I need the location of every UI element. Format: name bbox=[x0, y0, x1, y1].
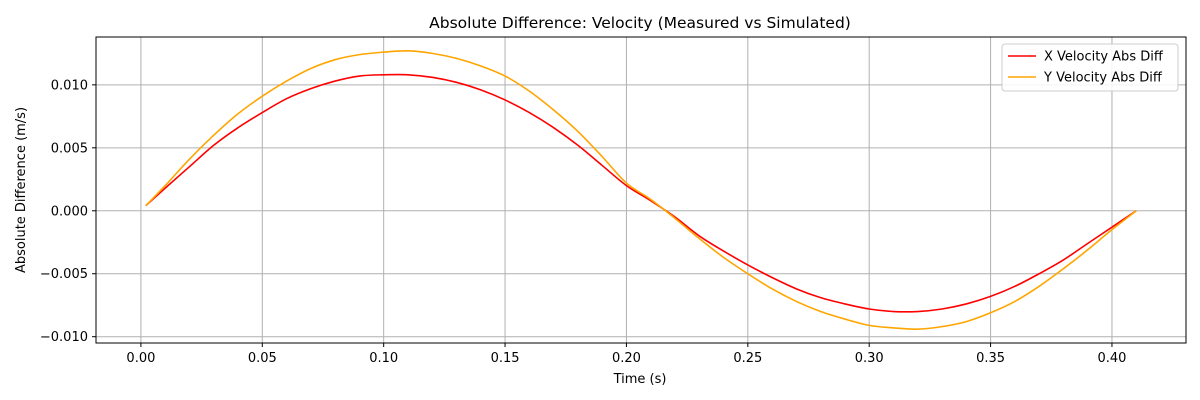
series-line-y-velocity bbox=[145, 50, 1137, 330]
series-lines bbox=[145, 50, 1137, 330]
legend: X Velocity Abs Diff Y Velocity Abs Diff bbox=[1001, 43, 1179, 92]
axis-ticks: 0.00 0.05 0.10 0.15 0.20 0.25 0.30 0.35 0.40 −0.0… bbox=[40, 78, 1127, 366]
plot-frame bbox=[95, 36, 1187, 344]
legend-box bbox=[1001, 43, 1179, 92]
legend-label: X Velocity Abs Diff bbox=[1044, 50, 1164, 65]
y-tick-label: −0.010 bbox=[40, 330, 88, 345]
x-tick-label: 0.40 bbox=[1097, 351, 1126, 366]
series-line-x-velocity bbox=[145, 73, 1137, 313]
x-tick-label: 0.35 bbox=[976, 351, 1005, 366]
x-tick-label: 0.25 bbox=[733, 351, 762, 366]
x-tick-label: 0.20 bbox=[612, 351, 641, 366]
legend-label: Y Velocity Abs Diff bbox=[1043, 71, 1163, 86]
y-tick-label: −0.005 bbox=[40, 267, 88, 282]
x-tick-label: 0.00 bbox=[126, 351, 155, 366]
x-tick-label: 0.15 bbox=[491, 351, 520, 366]
y-tick-label: 0.005 bbox=[51, 141, 88, 156]
y-axis-label: Absolute Difference (m/s) bbox=[14, 107, 29, 273]
x-axis-label: Time (s) bbox=[613, 372, 667, 387]
chart-title: Absolute Difference: Velocity (Measured … bbox=[429, 14, 851, 32]
x-tick-label: 0.05 bbox=[248, 351, 277, 366]
y-tick-label: 0.010 bbox=[51, 78, 88, 93]
x-tick-label: 0.10 bbox=[369, 351, 398, 366]
y-tick-label: 0.000 bbox=[51, 204, 88, 219]
x-tick-label: 0.30 bbox=[855, 351, 884, 366]
